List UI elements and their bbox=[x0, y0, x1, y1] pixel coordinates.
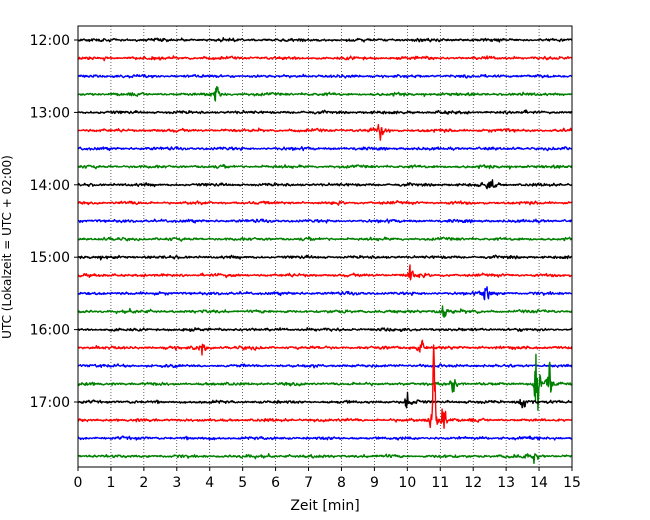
y-tick-label: 13:00 bbox=[30, 105, 70, 121]
y-axis-label: UTC (Lokalzeit = UTC + 02:00) bbox=[0, 155, 14, 339]
trace-1615 bbox=[77, 339, 573, 356]
trace-1630 bbox=[77, 363, 573, 369]
trace-1215 bbox=[77, 55, 573, 62]
x-tick-label: 8 bbox=[337, 475, 346, 491]
trace-1515 bbox=[77, 264, 573, 281]
y-tick-label: 16:00 bbox=[30, 323, 70, 339]
trace-1645 bbox=[77, 353, 573, 411]
x-tick-label: 11 bbox=[431, 475, 449, 491]
trace-1545 bbox=[77, 305, 573, 318]
seismic-traces bbox=[77, 37, 573, 465]
x-tick-label: 0 bbox=[74, 475, 83, 491]
y-axis-ticks: 12:00 13:00 14:00 15:00 16:00 17:00 bbox=[30, 33, 78, 411]
trace-1530 bbox=[77, 286, 573, 301]
trace-1245 bbox=[77, 86, 573, 102]
x-tick-label: 13 bbox=[497, 475, 515, 491]
y-tick-label: 17:00 bbox=[30, 395, 70, 411]
y-tick-label: 14:00 bbox=[30, 178, 70, 194]
x-axis-label: Zeit [min] bbox=[290, 498, 359, 514]
x-tick-label: 15 bbox=[563, 475, 581, 491]
trace-1330 bbox=[77, 146, 573, 152]
x-tick-label: 3 bbox=[172, 475, 181, 491]
x-tick-label: 1 bbox=[106, 475, 115, 491]
trace-1745 bbox=[77, 453, 573, 465]
trace-1600 bbox=[77, 327, 573, 333]
y-tick-label: 12:00 bbox=[30, 33, 70, 49]
trace-1415 bbox=[77, 199, 573, 206]
trace-1730 bbox=[77, 435, 573, 441]
x-tick-label: 7 bbox=[304, 475, 313, 491]
trace-1400 bbox=[77, 179, 573, 190]
trace-1200 bbox=[77, 37, 573, 43]
x-tick-label: 9 bbox=[370, 475, 379, 491]
x-tick-label: 10 bbox=[398, 475, 416, 491]
x-axis-ticks: 0 1 2 3 4 5 6 7 8 9 10 11 12 13 14 15 bbox=[74, 467, 581, 491]
trace-1300 bbox=[77, 109, 573, 115]
trace-1715 bbox=[77, 344, 573, 429]
x-tick-label: 6 bbox=[271, 475, 280, 491]
trace-1315 bbox=[77, 123, 573, 141]
x-tick-label: 4 bbox=[205, 475, 214, 491]
y-tick-label: 15:00 bbox=[30, 250, 70, 266]
x-tick-label: 14 bbox=[530, 475, 548, 491]
x-tick-label: 5 bbox=[238, 475, 247, 491]
plot-frame bbox=[77, 25, 573, 468]
trace-1430 bbox=[77, 218, 573, 224]
vertical-gridlines bbox=[110, 26, 540, 467]
trace-1700 bbox=[77, 391, 573, 409]
x-tick-label: 2 bbox=[139, 475, 148, 491]
trace-1345 bbox=[77, 163, 573, 170]
trace-1500 bbox=[77, 254, 573, 261]
trace-1445 bbox=[77, 236, 573, 242]
trace-1230 bbox=[77, 73, 573, 79]
x-tick-label: 12 bbox=[464, 475, 482, 491]
